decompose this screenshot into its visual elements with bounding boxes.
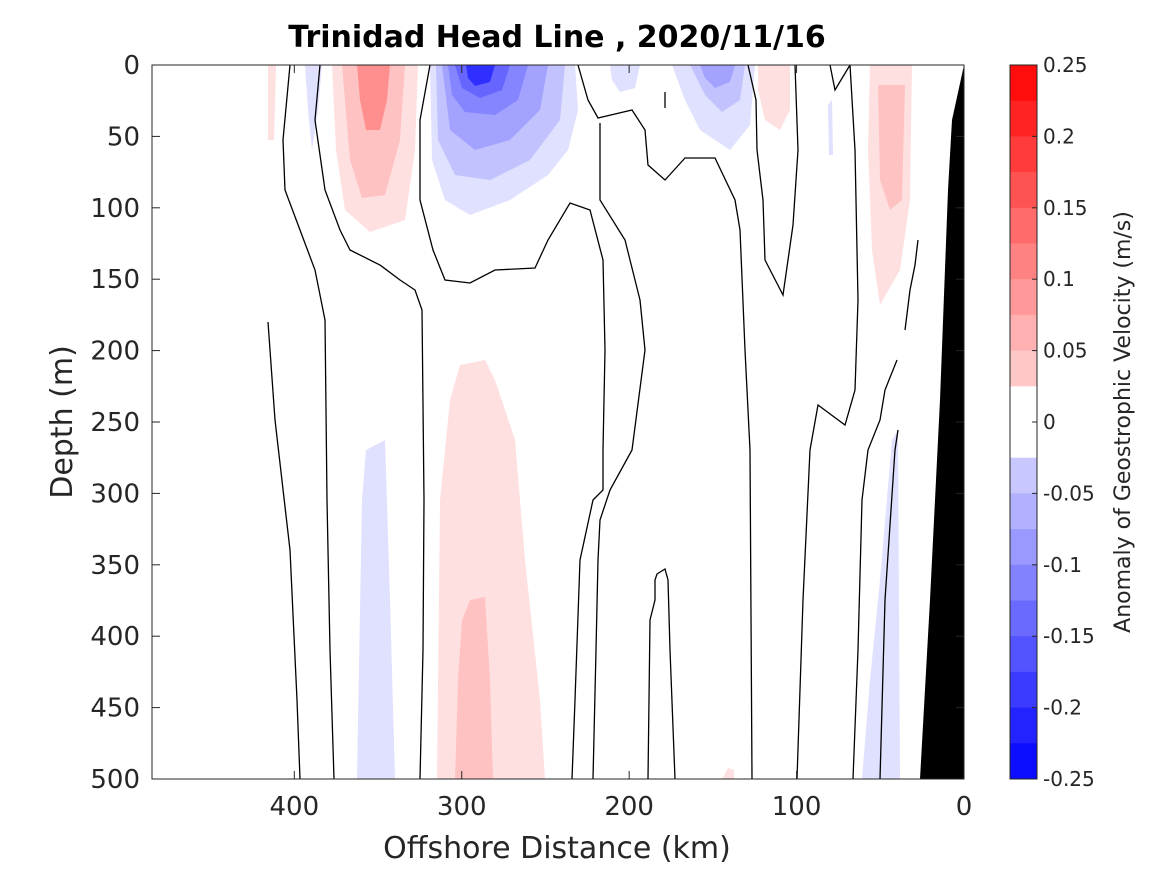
- positive-patch-bottom-140: [722, 768, 734, 779]
- colorbar-band: [1010, 243, 1037, 280]
- colorbar-tick-label: -0.25: [1043, 767, 1095, 791]
- colorbar-band: [1010, 457, 1037, 494]
- zero-contour-5: [577, 65, 753, 779]
- zero-contour-2: [282, 65, 335, 779]
- y-tick-label: 150: [90, 265, 140, 295]
- zero-contour-3: [314, 65, 425, 779]
- colorbar-band: [1010, 636, 1037, 673]
- zero-contour-6: [592, 123, 646, 779]
- colorbar-tick-label: 0: [1043, 410, 1056, 434]
- colorbar-band: [1010, 671, 1037, 709]
- colorbar-band: [1010, 564, 1037, 601]
- y-tick-label: 350: [90, 551, 140, 581]
- positive-patch-east-100km: [758, 65, 790, 130]
- y-tick-label: 400: [90, 622, 140, 652]
- positive-patch-edge-420: [268, 65, 276, 140]
- x-axis: 400 300 200 100 0: [269, 65, 972, 822]
- colorbar-band: [1010, 600, 1037, 637]
- colorbar-tick-label: 0.25: [1043, 53, 1088, 77]
- colorbar-band: [1010, 65, 1037, 102]
- y-tick-label: 100: [90, 194, 140, 224]
- y-tick-label: 50: [107, 122, 140, 152]
- zero-contour-11: [796, 65, 859, 779]
- colorbar-band: [1010, 136, 1037, 173]
- positive-patch-west-core: [357, 65, 390, 130]
- x-tick-label: 0: [956, 792, 973, 822]
- colorbar-tick-label: 0.15: [1043, 196, 1088, 220]
- colorbar-tick-label: -0.15: [1043, 624, 1095, 648]
- x-tick-label: 400: [269, 792, 319, 822]
- x-axis-label: Offshore Distance (km): [383, 831, 731, 866]
- colorbar-band: [1010, 529, 1037, 566]
- y-axis: 0 50 100 150 200 250 300 350 400 450 500: [90, 51, 964, 795]
- colorbar-band: [1010, 172, 1037, 209]
- colorbar-band: [1010, 493, 1037, 530]
- y-tick-label: 300: [90, 479, 140, 509]
- colorbar-tick-label: -0.1: [1043, 553, 1082, 577]
- colorbar: 0.25 0.2 0.15 0.1 0.05 0 -0.05 -0.1 -0.15 -0.2 -0.…: [1009, 53, 1095, 791]
- y-axis-label: Depth (m): [45, 345, 80, 499]
- negative-patch-deep-west: [357, 440, 395, 779]
- colorbar-band: [1010, 279, 1037, 316]
- chart-title: Trinidad Head Line , 2020/11/16: [288, 20, 825, 55]
- y-tick-label: 0: [123, 51, 140, 81]
- negative-patch-150km-core: [700, 65, 735, 88]
- negative-patch-main-core: [466, 65, 495, 86]
- zero-contour-10: [829, 65, 851, 92]
- zero-contour-9: [747, 65, 799, 298]
- x-tick-label: 200: [604, 792, 654, 822]
- zero-contour-13: [879, 429, 899, 779]
- colorbar-band: [1010, 386, 1037, 423]
- negative-patch-small-75km: [828, 100, 833, 155]
- plot-background: [152, 65, 964, 779]
- zero-contour-14: [904, 239, 919, 331]
- x-tick-label: 300: [437, 792, 487, 822]
- colorbar-label: Anomaly of Geostrophic Velocity (m/s): [1111, 211, 1136, 633]
- colorbar-tick-label: 0.1: [1043, 267, 1075, 291]
- colorbar-band: [1010, 100, 1037, 137]
- y-tick-label: 250: [90, 408, 140, 438]
- colorbar-tick-label: 0.05: [1043, 339, 1088, 363]
- colorbar-band: [1010, 707, 1037, 744]
- zero-contour-4: [419, 65, 606, 779]
- negative-patch-200km: [610, 65, 640, 92]
- colorbar-tick-label: 0.2: [1043, 124, 1075, 148]
- zero-contour-12: [852, 359, 898, 779]
- colorbar-band: [1010, 350, 1037, 387]
- colorbar-tick-label: -0.2: [1043, 696, 1082, 720]
- zero-contours: [267, 65, 919, 779]
- zero-contour-7: [647, 567, 676, 779]
- colorbar-band: [1010, 422, 1037, 459]
- zero-contour-1: [267, 321, 301, 779]
- bathymetry-seafloor: [920, 65, 964, 779]
- y-tick-label: 500: [90, 765, 140, 795]
- positive-patch-east-core: [878, 85, 905, 210]
- y-tick-label: 200: [90, 337, 140, 367]
- colorbar-band: [1010, 207, 1037, 244]
- colorbar-band: [1010, 743, 1037, 780]
- x-tick-label: 100: [772, 792, 822, 822]
- colorbar-tick-label: -0.05: [1043, 481, 1095, 505]
- positive-patch-west-mid: [342, 65, 405, 198]
- positive-patch-deep-core: [455, 597, 493, 779]
- y-tick-label: 450: [90, 694, 140, 724]
- colorbar-band: [1010, 314, 1037, 352]
- plot-area: [267, 65, 964, 779]
